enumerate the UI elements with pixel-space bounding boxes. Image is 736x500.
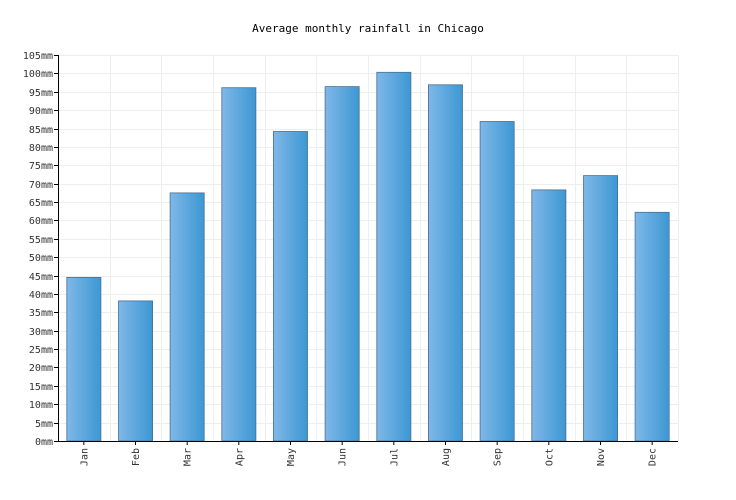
y-tick-label: 60mm [29,216,53,227]
y-tick-label: 70mm [29,180,53,191]
bar-jan [66,276,102,442]
x-tick-label-apr: Apr [234,448,245,466]
x-tick-label-aug: Aug [441,448,452,466]
bar-dec [634,211,670,442]
y-tick-label: 105mm [23,51,53,62]
x-axis-tick-labels: Jan Feb Mar Apr May Jun Jul Aug Sep Oct Nov Dec [79,448,658,466]
y-tick-label: 95mm [29,88,53,99]
y-tick-label: 75mm [29,161,53,172]
bar-may [272,131,308,442]
y-tick-label: 65mm [29,198,53,209]
x-tick-label-nov: Nov [596,448,607,466]
x-tick-label-jul: Jul [389,448,400,466]
bar-oct [531,189,567,442]
y-tick-label: 85mm [29,125,53,136]
y-tick-label: 10mm [29,400,53,411]
x-tick-label-may: May [286,448,297,466]
x-tick-label-sep: Sep [493,448,504,466]
x-tick-label-oct: Oct [544,448,555,466]
y-tick-label: 20mm [29,363,53,374]
y-tick-label: 80mm [29,143,53,154]
bars-layer [66,71,670,442]
bar-nov [583,175,618,442]
x-tick-label-jan: Jan [79,448,90,466]
y-tick-label: 45mm [29,272,53,283]
axes-layer [54,55,678,445]
y-tick-label: 55mm [29,235,53,246]
bar-feb [118,300,153,442]
chart-title: Average monthly rainfall in Chicago [252,22,484,35]
y-tick-label: 25mm [29,345,53,356]
y-tick-label: 30mm [29,327,53,338]
bar-jun [324,86,360,442]
y-axis-tick-labels: 0mm 5mm 10mm 15mm 20mm 25mm 30mm 35mm 40mm 45mm 50… [23,51,53,448]
y-tick-label: 5mm [35,419,53,430]
y-tick-label: 35mm [29,308,53,319]
y-tick-label: 90mm [29,106,53,117]
bar-mar [169,192,205,442]
y-tick-label: 50mm [29,253,53,264]
y-tick-label: 40mm [29,290,53,301]
bar-jul [376,71,412,442]
y-tick-label: 100mm [23,69,53,80]
y-tick-label: 0mm [35,437,53,448]
y-tick-label: 15mm [29,382,53,393]
x-tick-label-mar: Mar [183,448,194,466]
x-tick-label-dec: Dec [648,448,659,466]
bar-apr [221,87,257,442]
grid-layer [58,55,679,442]
x-tick-label-feb: Feb [131,448,142,466]
bar-aug [427,84,463,442]
bar-sep [479,121,515,442]
x-tick-label-jun: Jun [338,448,349,466]
